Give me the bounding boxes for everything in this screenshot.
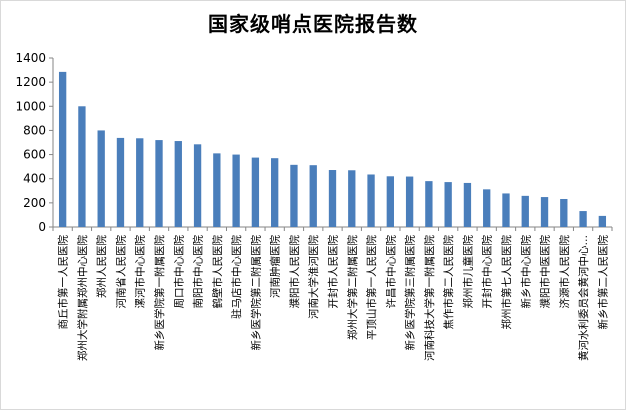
- bar: [174, 141, 182, 227]
- bar: [405, 176, 414, 227]
- x-tick-label: 焦作市第二人民医院: [442, 235, 455, 330]
- bar: [579, 211, 587, 227]
- bar: [290, 164, 298, 227]
- bar: [271, 158, 279, 227]
- y-tick-label: 0: [38, 220, 46, 234]
- bar: [213, 153, 221, 227]
- y-tick-label: 200: [23, 196, 46, 210]
- x-tick-label: 新乡市第二人民医院: [596, 235, 609, 330]
- x-tick-label: 郑州市第七人民医院: [500, 235, 513, 330]
- bar: [521, 195, 529, 227]
- x-tick-label: 驻马店市中心医院: [230, 235, 243, 319]
- bar: [58, 71, 67, 227]
- bar: [463, 182, 472, 227]
- y-tick-label: 1200: [15, 75, 46, 89]
- bar: [425, 181, 433, 227]
- x-tick-label: 周口市中心医院: [172, 235, 185, 309]
- x-tick-label: 新乡医学院第一附属医院: [153, 235, 166, 351]
- bar: [540, 197, 549, 227]
- y-tick-label: 400: [23, 172, 46, 186]
- x-tick-label: 郑州人民医院: [95, 235, 108, 298]
- bar: [483, 189, 491, 227]
- x-tick-label: 濮阳市中医医院: [539, 235, 552, 309]
- x-tick-label: 新乡市中心医院: [519, 235, 532, 309]
- x-tick-label: 许昌市中心医院: [384, 235, 397, 309]
- x-tick-label: 河南肿瘤医院: [269, 235, 282, 298]
- x-tick-label: 郑州大学第二附属医院: [346, 235, 359, 340]
- bar: [502, 193, 510, 227]
- x-tick-label: 郑州市儿童医院: [461, 235, 474, 309]
- x-tick-label: 济源市人民医院: [558, 235, 571, 309]
- x-tick-label: 郑州大学附属郑州中心医院: [76, 235, 89, 361]
- x-tick-label: 黄河水利委员会黄河中心…: [577, 235, 590, 361]
- bar: [116, 137, 125, 227]
- y-tick-label: 1000: [15, 99, 46, 113]
- bar: [367, 174, 375, 227]
- x-tick-label: 新乡医学院第三附属医院: [404, 235, 417, 351]
- bar: [136, 138, 144, 227]
- bar: [309, 165, 317, 227]
- bar: [348, 170, 356, 227]
- x-tick-label: 新乡医学院第二附属医院: [249, 235, 262, 351]
- bar: [97, 130, 105, 227]
- x-tick-label: 南阳市中心医院: [192, 235, 205, 309]
- bar: [328, 170, 337, 227]
- x-tick-label: 平顶山市第一人民医院: [365, 235, 378, 340]
- x-tick-label: 濮阳市人民医院: [288, 235, 301, 309]
- x-tick-label: 鹤壁市人民医院: [211, 235, 224, 309]
- bar: [386, 176, 394, 227]
- chart-title: 国家级哨点医院报告数: [208, 12, 418, 36]
- x-tick-label: 开封市人民医院: [327, 235, 340, 309]
- x-tick-label: 河南省人民医院: [114, 235, 127, 309]
- bar: [232, 154, 240, 227]
- bar: [193, 144, 202, 227]
- x-tick-label: 商丘市第一人民医院: [57, 235, 70, 330]
- x-tick-label: 开封市中心医院: [481, 235, 494, 309]
- y-tick-label: 1400: [15, 51, 46, 65]
- bar: [560, 198, 568, 227]
- y-tick-label: 600: [23, 148, 46, 162]
- bar: [155, 140, 163, 227]
- bar: [444, 182, 452, 227]
- x-tick-label: 河南大学淮河医院: [307, 235, 320, 319]
- y-tick-label: 800: [23, 123, 46, 137]
- bar: [78, 106, 86, 227]
- bar: [598, 215, 607, 227]
- x-tick-label: 河南科技大学第一附属医院: [423, 235, 436, 361]
- bar: [251, 157, 260, 227]
- x-tick-label: 漯河市中心医院: [134, 235, 147, 309]
